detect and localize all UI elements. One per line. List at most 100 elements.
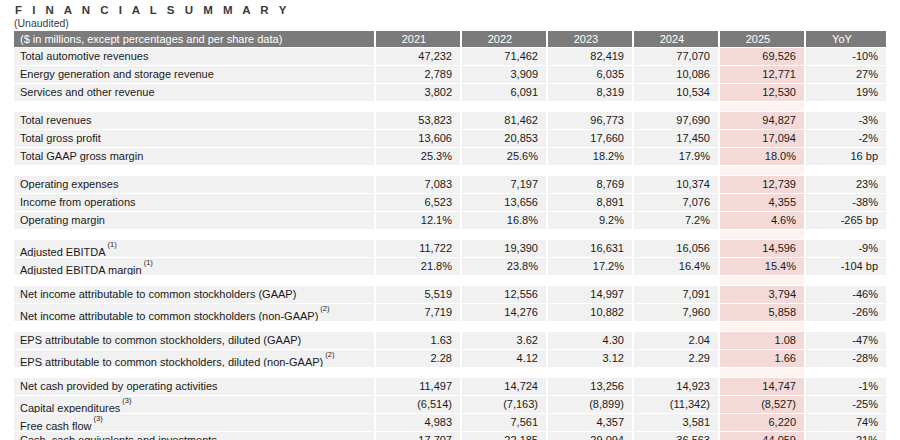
- spacer-cell: [634, 102, 718, 111]
- cell-2023: (8,899): [548, 396, 632, 413]
- cell-2023: 14,997: [548, 286, 632, 303]
- cell-2025: 14,747: [720, 378, 804, 395]
- spacer-cell: [462, 230, 546, 239]
- page-subtitle: (Unaudited): [14, 17, 69, 29]
- row-label-text: Free cash flow: [20, 420, 92, 431]
- cell-2023: 8,319: [548, 84, 632, 101]
- spacer-cell: [462, 322, 546, 331]
- cell-2023: 96,773: [548, 112, 632, 129]
- row-label-text: EPS attributable to common stockholders,…: [20, 356, 323, 367]
- spacer-cell: [634, 166, 718, 175]
- cell-2024: 17.9%: [634, 148, 718, 165]
- cell-2023: 8,769: [548, 176, 632, 193]
- cell-2024: 2.29: [634, 350, 718, 367]
- table-row: Total GAAP gross margin25.3%25.6%18.2%17…: [14, 148, 886, 165]
- cell-2024: 14,923: [634, 378, 718, 395]
- cell-2022: 25.6%: [462, 148, 546, 165]
- spacer-cell: [548, 230, 632, 239]
- row-label-text: Net cash provided by operating activitie…: [20, 380, 218, 392]
- row-label: Net cash provided by operating activitie…: [14, 378, 374, 395]
- cell-2023: 18.2%: [548, 148, 632, 165]
- row-label: EPS attributable to common stockholders,…: [14, 332, 374, 349]
- row-label-text: Net income attributable to common stockh…: [20, 288, 296, 300]
- cell-2022: 7,561: [462, 414, 546, 431]
- cell-2025: (8,527): [720, 396, 804, 413]
- table-row: Operating expenses7,0837,1978,76910,3741…: [14, 176, 886, 193]
- spacer-cell: [806, 368, 886, 377]
- spacer-cell: [806, 166, 886, 175]
- footnote-marker: (2): [325, 350, 334, 359]
- table-row: Cash, cash equivalents and investments17…: [14, 432, 886, 440]
- spacer-cell: [720, 102, 804, 111]
- cell-yoy: -3%: [806, 112, 886, 129]
- row-label: Energy generation and storage revenue: [14, 66, 374, 83]
- table-row: Total gross profit13,60620,85317,66017,4…: [14, 130, 886, 147]
- cell-2023: 4,357: [548, 414, 632, 431]
- spacer-cell: [720, 322, 804, 331]
- column-header-2023: 2023: [548, 31, 632, 47]
- table-header-row: ($ in millions, except percentages and p…: [14, 31, 886, 47]
- cell-yoy: -265 bp: [806, 212, 886, 229]
- row-label-text: Income from operations: [20, 196, 136, 208]
- cell-2024: 2.04: [634, 332, 718, 349]
- row-label: Cash, cash equivalents and investments: [14, 432, 374, 440]
- cell-2024: 36,563: [634, 432, 718, 440]
- cell-2021: 47,232: [376, 48, 460, 65]
- section-spacer-row: [14, 368, 886, 377]
- cell-2024: 7,960: [634, 304, 718, 321]
- spacer-cell: [548, 322, 632, 331]
- cell-2023: 16,631: [548, 240, 632, 257]
- cell-2025: 3,794: [720, 286, 804, 303]
- cell-yoy: -10%: [806, 48, 886, 65]
- footnote-marker: (1): [144, 258, 153, 267]
- spacer-cell: [14, 102, 374, 111]
- spacer-cell: [462, 368, 546, 377]
- table-row: Net cash provided by operating activitie…: [14, 378, 886, 395]
- cell-2024: 7,076: [634, 194, 718, 211]
- spacer-cell: [462, 102, 546, 111]
- spacer-cell: [720, 230, 804, 239]
- cell-yoy: 23%: [806, 176, 886, 193]
- cell-2023: 8,891: [548, 194, 632, 211]
- row-label: Adjusted EBITDA(1): [14, 240, 374, 257]
- cell-2024: 7.2%: [634, 212, 718, 229]
- cell-2022: 81,462: [462, 112, 546, 129]
- spacer-cell: [14, 322, 374, 331]
- row-label-text: Total gross profit: [20, 132, 101, 144]
- section-spacer-row: [14, 166, 886, 175]
- spacer-cell: [14, 368, 374, 377]
- cell-yoy: -9%: [806, 240, 886, 257]
- spacer-cell: [376, 276, 460, 285]
- spacer-cell: [634, 322, 718, 331]
- cell-2025: 14,596: [720, 240, 804, 257]
- footnote-marker: (2): [320, 304, 329, 313]
- spacer-cell: [634, 230, 718, 239]
- cell-2022: (7,163): [462, 396, 546, 413]
- spacer-cell: [806, 276, 886, 285]
- row-label: Free cash flow(3): [14, 414, 374, 431]
- spacer-cell: [376, 102, 460, 111]
- cell-2023: 29,094: [548, 432, 632, 440]
- table-row: Capital expenditures(3)(6,514)(7,163)(8,…: [14, 396, 886, 413]
- cell-2021: 1.63: [376, 332, 460, 349]
- cell-2025: 1.08: [720, 332, 804, 349]
- column-header-2022: 2022: [462, 31, 546, 47]
- row-label-text: Services and other revenue: [20, 86, 155, 98]
- row-label-text: Cash, cash equivalents and investments: [20, 434, 217, 440]
- row-label-text: Total revenues: [20, 114, 92, 126]
- cell-2022: 13,656: [462, 194, 546, 211]
- spacer-cell: [14, 166, 374, 175]
- footnote-marker: (1): [108, 240, 117, 249]
- cell-2021: 11,722: [376, 240, 460, 257]
- table-row: Operating margin12.1%16.8%9.2%7.2%4.6%-2…: [14, 212, 886, 229]
- table-row: Total automotive revenues47,23271,46282,…: [14, 48, 886, 65]
- cell-2022: 16.8%: [462, 212, 546, 229]
- table-row: Net income attributable to common stockh…: [14, 286, 886, 303]
- cell-2025: 12,530: [720, 84, 804, 101]
- column-header-2024: 2024: [634, 31, 718, 47]
- row-label-text: Operating expenses: [20, 178, 118, 190]
- cell-2022: 22,185: [462, 432, 546, 440]
- cell-2023: 13,256: [548, 378, 632, 395]
- cell-2021: 3,802: [376, 84, 460, 101]
- cell-2025: 44,059: [720, 432, 804, 440]
